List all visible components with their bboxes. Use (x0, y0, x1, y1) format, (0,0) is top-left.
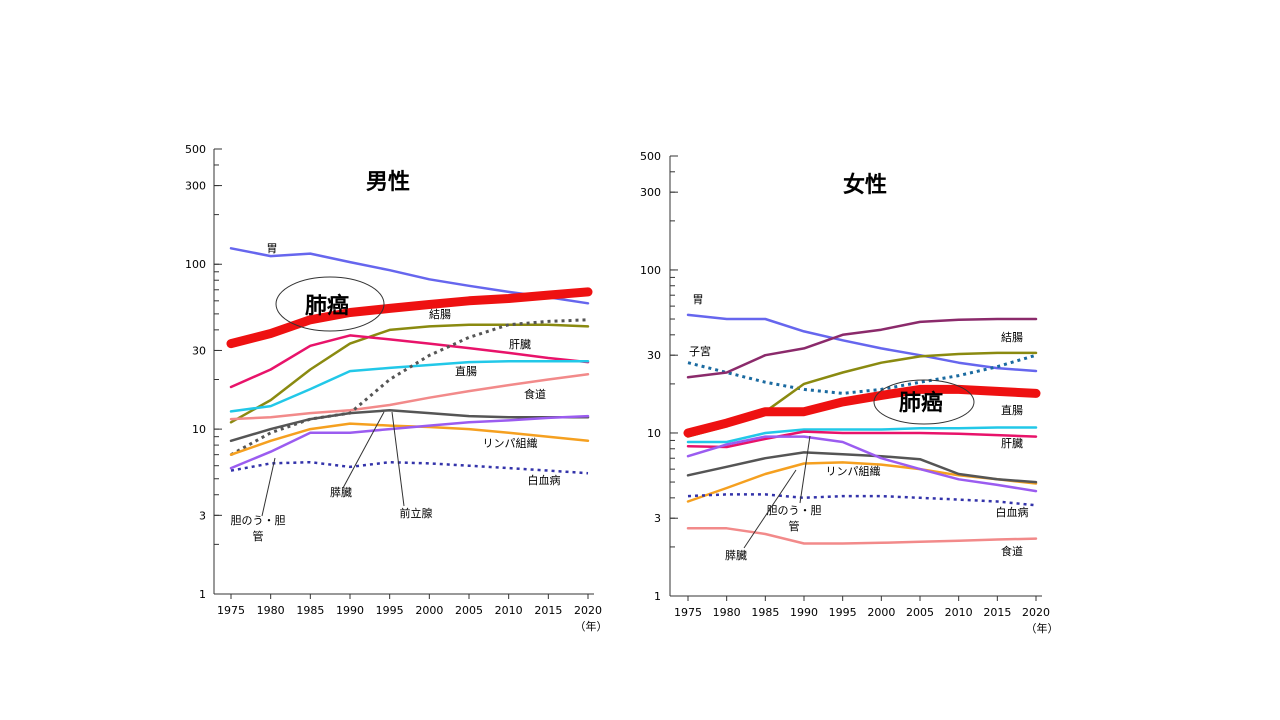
y-tick-label: 3 (654, 512, 661, 525)
chart-title: 女性 (843, 172, 887, 198)
series-label: 肝臓 (509, 338, 531, 351)
series-label: 管 (253, 529, 264, 543)
x-axis-unit-label: （年） (575, 619, 608, 633)
series-label: 胆のう・胆 (231, 514, 286, 527)
series-label: 直腸 (455, 364, 477, 378)
series-line (229, 360, 590, 413)
x-tick-label: 2010 (495, 604, 523, 617)
x-tick-label: 2010 (945, 606, 973, 619)
y-tick-label: 500 (640, 150, 661, 163)
series-label: 結腸 (429, 307, 451, 321)
y-tick-label: 30 (192, 344, 206, 357)
x-tick-label: 1980 (257, 604, 285, 617)
series-line (683, 384, 1041, 438)
series-label: 結腸 (1001, 330, 1023, 344)
highlight-circle (873, 379, 975, 425)
series-label: 膵臓 (330, 486, 352, 499)
series-line (686, 430, 1038, 449)
y-tick-label: 500 (185, 143, 206, 156)
x-tick-label: 1990 (336, 604, 364, 617)
series-line (229, 414, 590, 470)
series-label: 子宮 (689, 344, 711, 358)
series-line (229, 334, 590, 389)
x-axis-unit-label: （年） (1026, 621, 1059, 635)
label-pointer (799, 435, 811, 504)
series-line (686, 313, 1038, 373)
series-line (229, 373, 590, 421)
series-line (686, 527, 1038, 545)
label-pointer (261, 457, 276, 517)
series-label: リンパ組織 (483, 437, 538, 450)
series-label: 白血病 (528, 473, 561, 487)
series-label: 前立腺 (400, 506, 433, 520)
series-label: 直腸 (1001, 403, 1023, 417)
series-label: 胃 (267, 242, 278, 255)
y-tick-label: 1 (199, 588, 206, 601)
y-tick-label: 100 (185, 258, 206, 271)
y-tick-label: 1 (654, 590, 661, 603)
series-label: 膵臓 (725, 549, 747, 562)
x-tick-label: 2005 (455, 604, 483, 617)
x-tick-label: 2000 (415, 604, 443, 617)
y-tick-label: 100 (640, 264, 661, 277)
x-tick-label: 1990 (790, 606, 818, 619)
x-tick-label: 1995 (829, 606, 857, 619)
x-tick-label: 2000 (867, 606, 895, 619)
series-line (686, 317, 1038, 379)
x-tick-label: 1980 (713, 606, 741, 619)
label-pointer (391, 411, 405, 507)
y-tick-label: 3 (199, 509, 206, 522)
series-line (686, 451, 1038, 484)
series-line (229, 323, 590, 424)
x-tick-label: 2020 (1022, 606, 1050, 619)
series-label: 肝臓 (1001, 437, 1023, 450)
series-line (687, 493, 1037, 507)
series-line (230, 318, 589, 457)
series-label: リンパ組織 (826, 465, 881, 478)
chart-female: 1 3 10 30 100 300 500 1975 1980 1985 1990 1995 2000 2… (640, 150, 1059, 635)
x-tick-label: 2005 (906, 606, 934, 619)
series-label: 管 (789, 519, 800, 533)
chart-male: 1 3 10 30 100 300 500 1975 1980 1985 1990 1995 2000 2… (185, 143, 608, 633)
x-tick-label: 1975 (674, 606, 702, 619)
y-tick-label: 10 (647, 427, 661, 440)
x-tick-label: 1975 (217, 604, 245, 617)
chart-title: 男性 (366, 170, 410, 195)
x-tick-label: 1985 (296, 604, 324, 617)
label-pointer (743, 469, 797, 549)
y-tick-label: 30 (647, 349, 661, 362)
y-tick-label: 10 (192, 423, 206, 436)
x-tick-label: 1985 (751, 606, 779, 619)
x-tick-label: 1995 (376, 604, 404, 617)
highlight-label: 肺癌 (899, 390, 943, 416)
series-line (686, 426, 1038, 444)
highlight-circle (275, 276, 385, 332)
series-line (230, 460, 589, 475)
series-line (229, 409, 590, 443)
series-label: 食道 (524, 387, 546, 401)
series-label: 胆のう・胆 (767, 504, 822, 517)
series-line (686, 435, 1038, 493)
series-label: 白血病 (996, 505, 1029, 519)
x-tick-label: 2015 (534, 604, 562, 617)
series-label: 食道 (1001, 544, 1023, 558)
y-tick-label: 300 (640, 186, 661, 199)
series-line (226, 287, 593, 349)
highlight-label: 肺癌 (305, 293, 349, 319)
x-tick-label: 2020 (574, 604, 602, 617)
label-pointer (342, 411, 385, 489)
series-label: 胃 (693, 293, 704, 306)
x-tick-label: 2015 (983, 606, 1011, 619)
y-tick-label: 300 (185, 180, 206, 193)
series-line (687, 353, 1037, 395)
